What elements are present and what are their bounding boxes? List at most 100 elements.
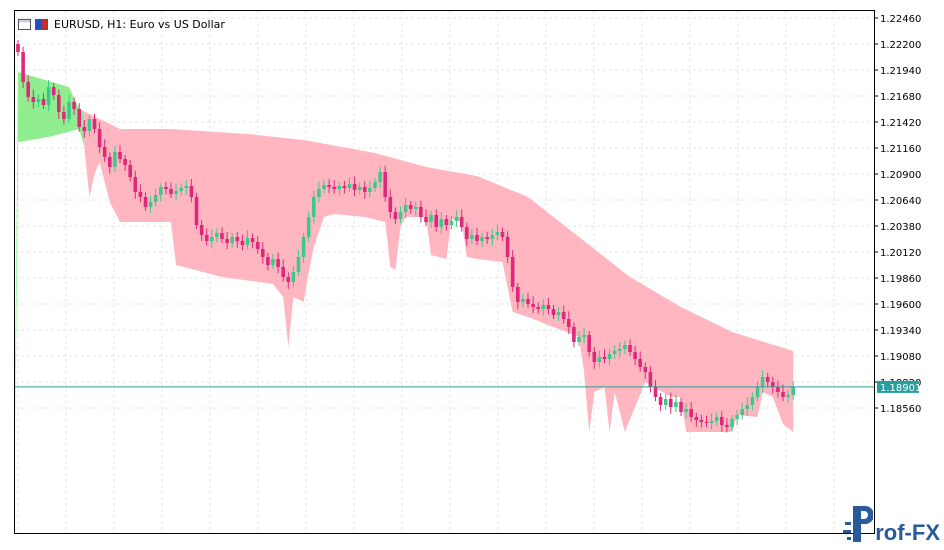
candle-body	[470, 235, 474, 239]
candle-body	[393, 212, 398, 219]
candle-body	[46, 87, 51, 105]
candle-body	[373, 182, 377, 188]
candle-body	[669, 399, 673, 407]
logo-text: rof-FX	[875, 520, 940, 545]
candle-body	[169, 189, 173, 194]
candle-body	[439, 219, 444, 227]
candle-body	[485, 237, 489, 239]
candle-body	[709, 421, 714, 423]
candle-body	[143, 197, 148, 207]
axis-tick-label: 1.20640	[880, 196, 921, 207]
candle-body	[276, 259, 280, 267]
current-price-label: 1.18901	[880, 383, 921, 394]
candle-body	[689, 409, 693, 417]
axis-tick-label: 1.20120	[880, 248, 921, 259]
window-icon	[18, 18, 31, 30]
candle-body	[556, 312, 561, 315]
candle-body	[210, 237, 214, 241]
candle-body	[459, 217, 464, 227]
candle-body	[419, 207, 423, 217]
candle-body	[760, 377, 765, 387]
candle-body	[368, 188, 372, 192]
candle-body	[526, 299, 530, 304]
axis-tick-label: 1.19340	[880, 326, 921, 337]
candle-body	[281, 267, 285, 277]
candle-body	[301, 237, 306, 257]
candle-body	[587, 335, 591, 352]
candle-body	[164, 187, 168, 189]
candle-body	[490, 235, 495, 239]
candle-body	[623, 345, 627, 349]
candle-body	[612, 351, 617, 354]
candle-body	[77, 109, 81, 127]
candle-body	[204, 235, 209, 241]
candle-body	[215, 233, 219, 237]
candle-body	[189, 186, 194, 197]
bullish-cloud	[15, 72, 85, 432]
candle-body	[138, 192, 143, 197]
candle-body	[128, 165, 132, 177]
candle-body	[357, 187, 362, 190]
candle-body	[286, 277, 291, 282]
candle-body	[434, 215, 438, 227]
logo-p-icon	[843, 504, 875, 544]
candle-body	[424, 217, 428, 222]
chart-title-bar: EURUSD, H1: Euro vs US Dollar	[18, 16, 225, 32]
candle-body	[388, 197, 393, 212]
candle-body	[771, 382, 775, 387]
current-price-tag: 1.18901	[877, 380, 921, 394]
plot-frame	[14, 10, 875, 534]
candle-body	[592, 352, 597, 362]
candle-body	[26, 82, 30, 97]
candle-body	[500, 232, 505, 237]
candle-body	[118, 152, 122, 159]
candle-body	[414, 207, 418, 209]
candle-body	[475, 235, 479, 241]
candle-body	[82, 127, 87, 131]
candle-body	[674, 402, 678, 407]
candle-body	[337, 186, 342, 189]
candle-body	[765, 377, 770, 382]
candle-body	[577, 337, 581, 342]
candle-body	[102, 147, 107, 157]
candle-body	[184, 186, 189, 188]
candle-body	[740, 409, 744, 415]
candle-body	[449, 221, 454, 225]
candle-body	[255, 242, 260, 249]
candle-body	[51, 87, 56, 95]
candle-body	[725, 425, 729, 427]
candle-body	[225, 239, 229, 243]
candle-body	[429, 215, 433, 222]
candle-body	[250, 238, 255, 242]
candle-body	[261, 249, 265, 257]
candle-body	[408, 205, 413, 209]
candle-body	[220, 233, 224, 239]
candle-body	[266, 257, 270, 265]
candle-body	[536, 307, 540, 309]
candle-body	[658, 397, 663, 405]
candle-body	[607, 354, 612, 359]
candle-body	[123, 159, 127, 165]
candle-body	[383, 172, 387, 197]
candle-body	[572, 327, 576, 342]
candle-body	[194, 197, 199, 225]
candle-body	[618, 349, 622, 351]
candle-body	[67, 102, 71, 119]
candle-body	[245, 238, 250, 245]
candle-body	[327, 185, 331, 187]
candle-body	[153, 195, 158, 202]
candle-body	[21, 52, 25, 82]
candle-body	[531, 304, 535, 307]
candle-body	[235, 237, 240, 241]
candle-body	[444, 219, 449, 225]
candle-body	[159, 187, 163, 195]
candle-body	[347, 184, 352, 188]
candle-body	[296, 257, 301, 272]
candle-body	[306, 217, 311, 237]
candle-body	[113, 152, 117, 167]
candle-body	[653, 387, 658, 397]
candle-body	[704, 422, 709, 423]
